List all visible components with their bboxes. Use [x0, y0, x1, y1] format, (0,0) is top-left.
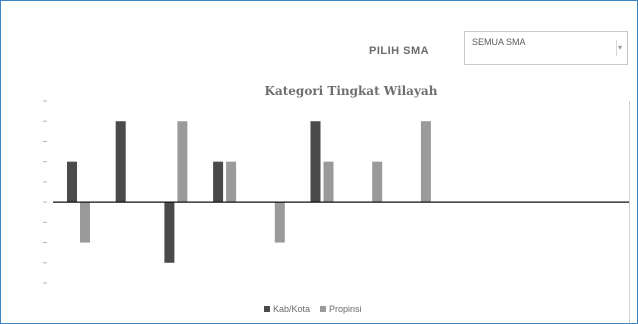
sma-select-dropdown[interactable]: SEMUA SMA ▾: [464, 31, 628, 65]
bar-series-0-cat-3: [213, 161, 224, 203]
bar-series-0-cat-0: [67, 161, 77, 203]
bar-series-0-cat-1: [115, 121, 126, 203]
bar-series-1-cat-5: [323, 161, 334, 203]
bar-series-1-cat-2: [177, 121, 188, 203]
bar-series-1-cat-3: [226, 161, 237, 203]
bar-series-1-cat-6: [372, 161, 383, 203]
bar-series-1-cat-7: [420, 121, 431, 203]
legend-swatch-0: [264, 306, 270, 312]
legend-item-1: Propinsi: [320, 304, 362, 314]
sma-select-value: SEMUA SMA: [472, 37, 526, 47]
bar-series-1-cat-4: [274, 202, 285, 243]
bar-series-0-cat-5: [310, 121, 321, 203]
chevron-down-icon: ▾: [616, 40, 623, 56]
bar-series-1-cat-0: [80, 202, 90, 243]
chart-legend: Kab/Kota Propinsi: [264, 304, 362, 314]
divider: [629, 101, 630, 323]
filter-label: PILIH SMA: [369, 45, 430, 57]
legend-label-0: Kab/Kota: [273, 304, 311, 314]
legend-label-1: Propinsi: [329, 304, 362, 314]
legend-item-0: Kab/Kota: [264, 304, 310, 314]
bar-series-0-cat-2: [164, 202, 175, 263]
chart-title: Kategori Tingkat Wilayah: [264, 84, 438, 98]
legend-swatch-1: [320, 306, 327, 312]
